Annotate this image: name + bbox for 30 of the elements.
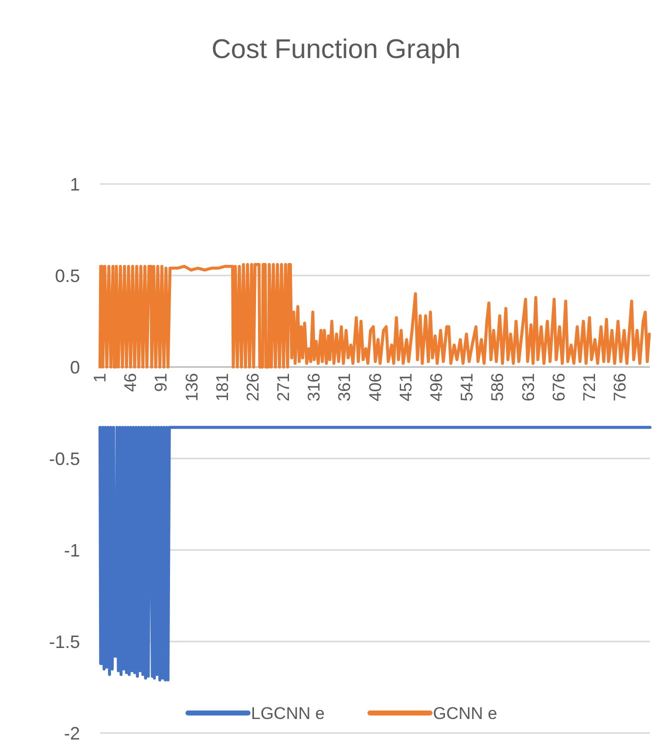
x-tick-label: 226 [243,373,262,402]
y-tick-label: -1 [64,540,80,560]
chart-title: Cost Function Graph [211,34,461,64]
x-tick-label: 766 [610,373,630,402]
y-tick-label: -2 [64,723,80,744]
y-tick-label: 0 [70,357,80,378]
line-series [98,426,652,682]
y-tick-label: 1 [70,174,80,194]
line-series [98,263,651,368]
x-tick-label: 586 [488,373,508,402]
x-tick-label: 181 [212,373,232,402]
x-tick-label: 676 [549,373,568,402]
y-tick-label: -1.5 [48,632,80,652]
y-tick-label: 0.5 [54,266,80,286]
x-tick-label: 721 [580,373,599,402]
x-tick-label: 451 [396,373,416,402]
x-tick-label: 46 [121,373,140,392]
x-tick-label: 496 [427,373,446,402]
x-tick-label: 136 [182,373,202,402]
x-tick-label: 541 [458,373,477,402]
x-tick-label: 406 [366,373,385,402]
x-tick-label: 1 [90,373,110,382]
legend-label: LGCNN e [251,704,325,723]
x-tick-label: 631 [518,373,538,402]
x-tick-label: 91 [152,373,171,392]
y-tick-label: -0.5 [48,448,80,469]
x-tick-label: 316 [304,373,324,402]
x-tick-label: 271 [274,373,294,402]
legend-label: GCNN e [433,704,498,723]
x-tick-label: 361 [335,373,354,402]
